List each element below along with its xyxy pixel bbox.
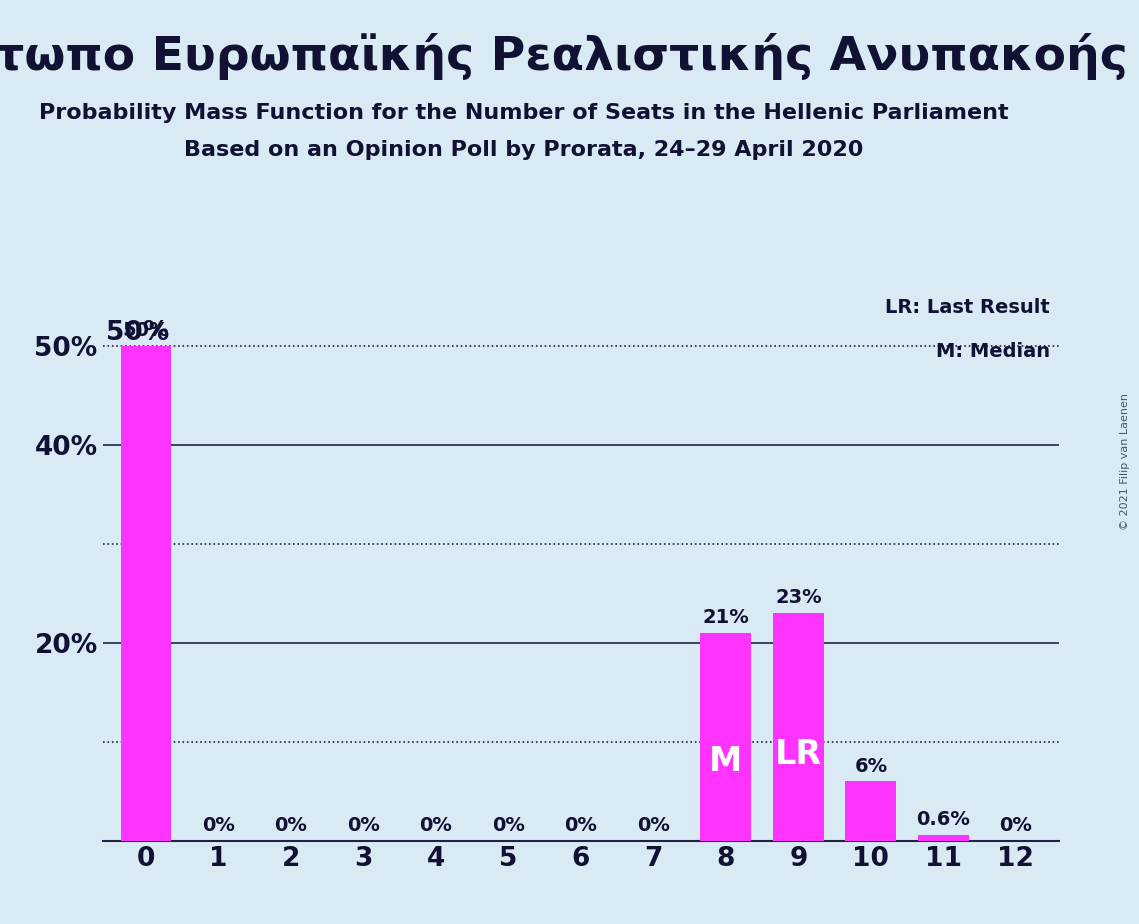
Bar [700,633,752,841]
Text: 23%: 23% [775,589,821,607]
Text: 0.6%: 0.6% [917,810,970,829]
Text: Μέτωπο Ευρωπαϊκής Ρεαλιστικής Ανυπακοής: Μέτωπο Ευρωπαϊκής Ρεαλιστικής Ανυπακοής [0,32,1128,79]
Text: LR: LR [775,737,822,771]
Text: Based on an Opinion Poll by Prorata, 24–29 April 2020: Based on an Opinion Poll by Prorata, 24–… [185,140,863,161]
Text: LR: Last Result: LR: Last Result [885,298,1050,317]
Text: M: M [710,746,743,778]
Text: Probability Mass Function for the Number of Seats in the Hellenic Parliament: Probability Mass Function for the Number… [39,103,1009,124]
Bar [773,614,823,841]
Text: 6%: 6% [854,757,887,775]
Text: 21%: 21% [703,608,749,627]
Text: 0%: 0% [999,816,1032,835]
Text: 50%: 50% [123,321,170,340]
Text: © 2021 Filip van Laenen: © 2021 Filip van Laenen [1120,394,1130,530]
Text: 0%: 0% [492,816,525,835]
Text: M: Median: M: Median [935,342,1050,361]
Bar [121,346,171,841]
Text: 50%: 50% [106,320,170,346]
Text: 0%: 0% [637,816,670,835]
Bar [918,835,968,841]
Text: 0%: 0% [419,816,452,835]
Text: 0%: 0% [202,816,235,835]
Bar [845,782,896,841]
Text: 0%: 0% [347,816,380,835]
Text: 0%: 0% [565,816,597,835]
Text: 0%: 0% [274,816,308,835]
